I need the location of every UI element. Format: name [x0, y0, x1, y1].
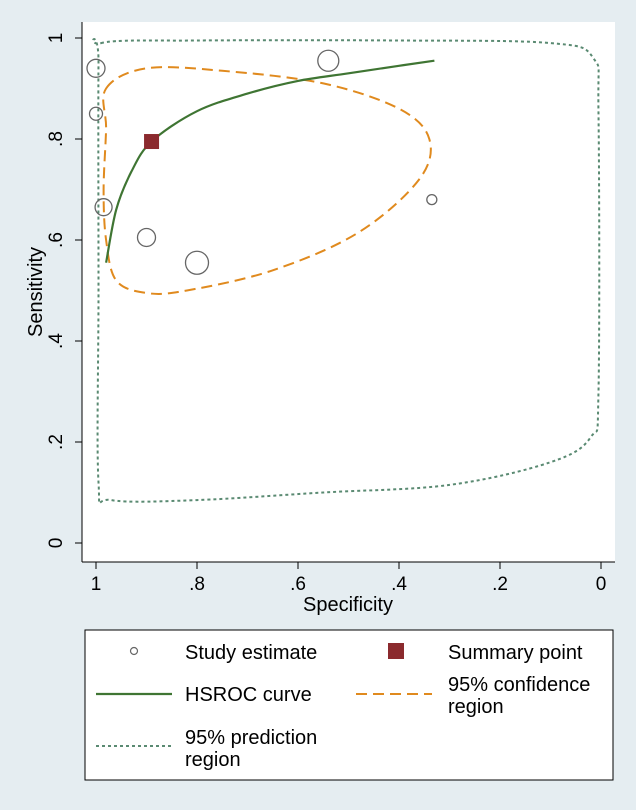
study-estimate-point-6: [317, 49, 340, 72]
legend-label-summary: Summary point: [448, 642, 583, 664]
regions-layer: [92, 38, 601, 505]
x-tick-label: .4: [391, 574, 407, 595]
study-estimate-point-7: [426, 193, 438, 206]
legend-box: [84, 629, 614, 781]
legend-label-study: Study estimate: [185, 642, 317, 664]
legend-items: Study estimate Summary point HSROC curve 95…: [96, 642, 590, 771]
legend: Study estimate Summary point HSROC curve 95…: [84, 629, 614, 781]
axes-layer: 1 .8 .6 .4 .2 0 0 .2 .4 .6 .8 1: [46, 22, 615, 595]
y-tick-label: .6: [46, 232, 67, 248]
y-tick-label: 0: [46, 538, 67, 549]
legend-label-prediction: region: [185, 749, 241, 771]
y-tick-label: .2: [46, 434, 67, 450]
y-tick-label: .8: [46, 131, 67, 147]
x-axis-title: Specificity: [303, 594, 393, 616]
x-tick-label: .2: [492, 574, 508, 595]
legend-label-confidence: region: [448, 696, 504, 718]
points-layer: [86, 49, 438, 275]
plot-area: [82, 22, 615, 562]
study-estimate-point-2: [88, 106, 104, 121]
x-tick-label: 1: [91, 574, 102, 595]
x-tick-label: 0: [596, 574, 607, 595]
confidence-region-path: [102, 66, 432, 295]
hsroc-curve-path: [105, 59, 435, 263]
legend-label-hsroc: HSROC curve: [185, 684, 312, 706]
curves-layer: [105, 59, 435, 263]
legend-summary-point-key: [388, 643, 404, 659]
y-axis-title: Sensitivity: [25, 247, 47, 337]
summary-point-marker: [144, 134, 160, 150]
y-tick-label: 1: [46, 33, 67, 44]
prediction-region-path: [92, 38, 601, 505]
legend-label-confidence: 95% confidence: [448, 674, 590, 696]
y-tick-label: .4: [46, 333, 67, 349]
study-estimate-point-4: [136, 227, 157, 248]
study-estimate-point-1: [86, 58, 106, 78]
x-tick-label: .6: [290, 574, 306, 595]
legend-label-prediction: 95% prediction: [185, 727, 317, 749]
x-tick-label: .8: [189, 574, 205, 595]
study-estimate-point-3: [94, 198, 113, 217]
legend-study-estimate-key: [129, 646, 139, 656]
study-estimate-point-5: [184, 250, 210, 275]
